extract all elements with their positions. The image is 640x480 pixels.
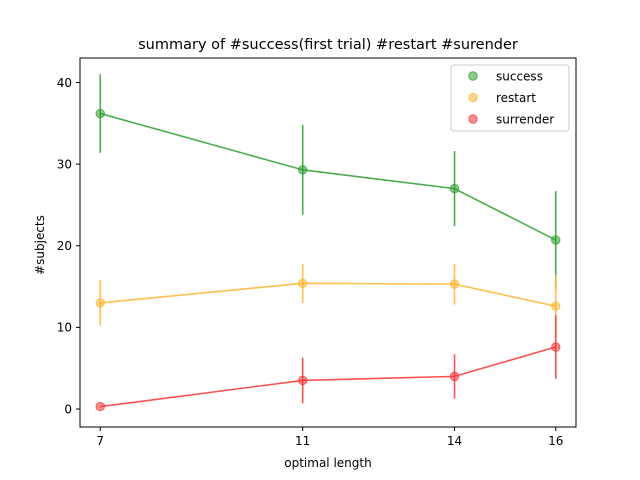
series-line-success bbox=[100, 112, 557, 241]
legend-label-surrender: surrender bbox=[496, 112, 554, 126]
x-tick-label-1: 11 bbox=[295, 434, 310, 448]
data-point-success-2 bbox=[449, 183, 460, 194]
y-tick-label-0: 0 bbox=[64, 402, 72, 416]
chart-title: summary of #success(first trial) #restar… bbox=[138, 37, 518, 53]
axes: 7 11 14 16 0 10 20 30 40 bbox=[57, 57, 577, 448]
legend: success restart surrender bbox=[450, 64, 570, 132]
data-point-restart-0 bbox=[95, 298, 105, 308]
y-tick-label-2: 20 bbox=[57, 239, 72, 253]
legend-marker-surrender bbox=[468, 114, 478, 124]
data-point-success-3 bbox=[551, 235, 561, 245]
y-tick-label-3: 30 bbox=[57, 157, 72, 171]
data-point-surrender-0 bbox=[95, 401, 105, 412]
legend-label-success: success bbox=[496, 69, 543, 83]
legend-marker-restart bbox=[468, 92, 478, 103]
data-point-surrender-1 bbox=[297, 375, 308, 386]
legend-box bbox=[450, 64, 570, 132]
series-success bbox=[95, 74, 561, 290]
axes-frame bbox=[79, 57, 577, 428]
data-point-restart-1 bbox=[297, 278, 308, 289]
x-tick-label-0: 7 bbox=[96, 434, 104, 448]
data-point-success-1 bbox=[297, 165, 308, 175]
y-tick-label-4: 40 bbox=[57, 76, 72, 90]
data-point-restart-3 bbox=[551, 301, 561, 311]
y-axis-label: #subjects bbox=[33, 215, 47, 275]
x-tick-label-2: 14 bbox=[447, 434, 462, 448]
series-surrender bbox=[95, 315, 561, 412]
series-restart bbox=[95, 263, 561, 338]
y-tick-label-1: 10 bbox=[57, 321, 72, 335]
plot-area bbox=[95, 74, 561, 412]
data-point-restart-2 bbox=[449, 279, 460, 289]
series-line-restart bbox=[100, 282, 556, 307]
series-line-surrender bbox=[100, 346, 556, 408]
x-axis-label: optimal length bbox=[284, 456, 371, 470]
legend-label-restart: restart bbox=[496, 91, 536, 105]
x-tick-label-3: 16 bbox=[548, 434, 563, 448]
data-point-surrender-2 bbox=[449, 371, 460, 382]
data-point-surrender-3 bbox=[551, 342, 561, 352]
data-point-success-0 bbox=[95, 108, 105, 119]
legend-marker-success bbox=[468, 71, 478, 81]
